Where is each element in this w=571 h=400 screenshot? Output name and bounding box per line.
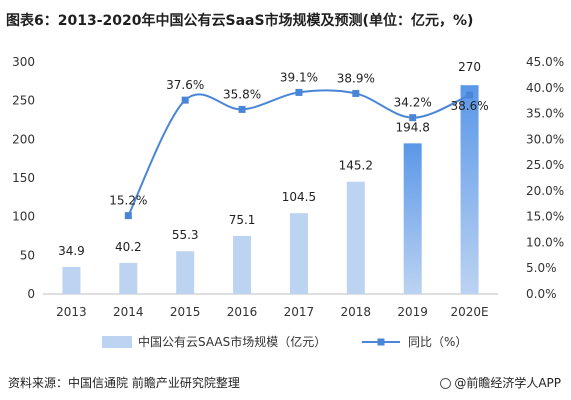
y-left-tick-label: 150 xyxy=(12,171,35,185)
y-right-tick-label: 25.0% xyxy=(526,158,564,172)
line-data-label: 38.9% xyxy=(337,71,375,85)
line-data-label: 37.6% xyxy=(166,78,204,92)
bar xyxy=(289,213,308,294)
line-point xyxy=(181,96,189,104)
bar-data-label: 55.3 xyxy=(172,228,199,242)
y-left-tick-label: 250 xyxy=(12,94,35,108)
y-right-tick-label: 15.0% xyxy=(526,210,564,224)
legend: 中国公有云SAAS市场规模（亿元） 同比（%） xyxy=(102,334,467,349)
legend-bar-swatch xyxy=(102,336,132,348)
line-data-label: 15.2% xyxy=(109,194,147,208)
line-data-label: 35.8% xyxy=(223,87,261,101)
bar-data-label: 34.9 xyxy=(58,244,85,258)
line-data-label: 38.6% xyxy=(451,99,489,113)
y-right-tick-label: 40.0% xyxy=(526,81,564,95)
bar xyxy=(62,267,81,294)
bar xyxy=(233,235,252,294)
y-right-tick-label: 20.0% xyxy=(526,184,564,198)
legend-line-marker xyxy=(377,338,385,346)
bar-series: 34.9 40.2 55.3 75.1 104.5 145.2 194.8 270 xyxy=(58,60,481,294)
x-tick-label: 2018 xyxy=(341,305,372,319)
y-right-tick-label: 10.0% xyxy=(526,235,564,249)
x-tick-label: 2013 xyxy=(56,305,87,319)
x-tick-label: 2017 xyxy=(284,305,315,319)
brand-logo-icon xyxy=(440,378,452,389)
x-tick-label: 2016 xyxy=(227,305,258,319)
bar xyxy=(460,85,479,294)
legend-line-label: 同比（%） xyxy=(408,335,467,349)
bar-data-label: 270 xyxy=(458,60,481,74)
bar xyxy=(403,143,422,294)
line-data-label: 39.1% xyxy=(280,70,318,84)
chart-title: 图表6：2013-2020年中国公有云SaaS市场规模及预测(单位：亿元，%) xyxy=(6,13,474,29)
y-right-tick-label: 45.0% xyxy=(526,55,564,69)
brand: @前瞻经济学人APP xyxy=(440,374,561,391)
line-point xyxy=(409,114,417,122)
bar-data-label: 194.8 xyxy=(396,120,430,134)
axes: 0 50 100 150 200 250 300 0.0% 5.0% 10.0% 15.0% 20.0… xyxy=(12,55,564,319)
y-right-tick-label: 35.0% xyxy=(526,107,564,121)
bar-data-label: 145.2 xyxy=(339,159,373,173)
y-left-tick-label: 200 xyxy=(12,132,35,146)
x-tick-label: 2019 xyxy=(397,305,428,319)
line-point xyxy=(124,212,132,220)
y-left-tick-label: 300 xyxy=(12,55,35,69)
bar-data-label: 40.2 xyxy=(115,240,142,254)
line-data-label: 34.2% xyxy=(394,96,432,110)
bar xyxy=(176,251,195,294)
y-right-tick-label: 5.0% xyxy=(526,261,557,275)
bar xyxy=(119,262,138,294)
brand-label: @前瞻经济学人APP xyxy=(454,376,561,390)
y-left-tick-label: 50 xyxy=(20,248,35,262)
y-right-tick-label: 0.0% xyxy=(526,287,557,301)
x-tick-label: 2020E xyxy=(451,305,489,319)
line-point xyxy=(238,105,246,113)
bar xyxy=(346,181,365,294)
line-series: 15.2% 37.6% 35.8% 39.1% 38.9% 34.2% 38.6% xyxy=(109,70,489,220)
line-point xyxy=(352,89,360,97)
y-left-tick-label: 100 xyxy=(12,210,35,224)
line-point xyxy=(295,88,303,96)
y-left-tick-label: 0 xyxy=(27,287,35,301)
y-right-tick-label: 30.0% xyxy=(526,132,564,146)
line-point xyxy=(466,91,474,99)
x-tick-label: 2015 xyxy=(170,305,201,319)
x-tick-label: 2014 xyxy=(113,305,144,319)
legend-bar-label: 中国公有云SAAS市场规模（亿元） xyxy=(138,334,326,349)
bar-data-label: 104.5 xyxy=(282,190,316,204)
source-note: 资料来源：中国信通院 前瞻产业研究院整理 xyxy=(8,376,240,390)
bar-data-label: 75.1 xyxy=(229,213,256,227)
